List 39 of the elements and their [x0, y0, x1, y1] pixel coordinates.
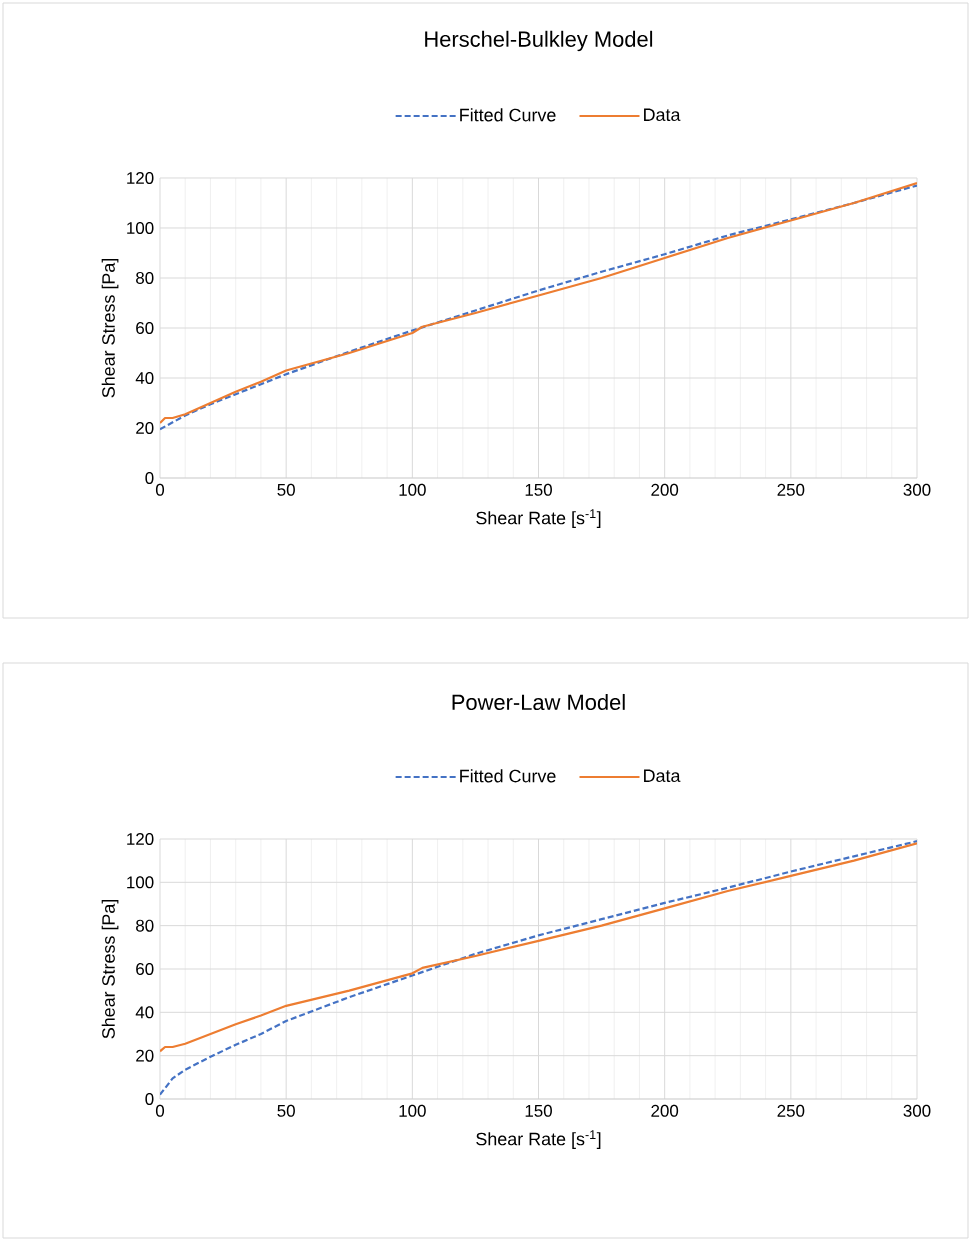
- x-tick-label: 50: [277, 1104, 295, 1117]
- y-tick-label: 120: [127, 832, 154, 845]
- legend-label: Data: [644, 108, 681, 122]
- y-tick-label: 100: [127, 876, 154, 889]
- x-tick-label: 0: [155, 483, 165, 496]
- y-tick-label: 80: [136, 271, 154, 284]
- chart-title: Power-Law Model: [452, 693, 625, 711]
- y-tick-label: 0: [145, 471, 154, 484]
- x-tick-label: 150: [525, 483, 552, 496]
- y-tick-label: 20: [136, 1049, 154, 1062]
- x-tick-label: 200: [651, 1104, 679, 1117]
- x-tick-label: 50: [277, 483, 295, 496]
- x-tick-label: 300: [903, 483, 931, 496]
- chart-title: Herschel-Bulkley Model: [425, 30, 653, 52]
- x-tick-label: 250: [777, 1104, 805, 1117]
- x-tick-label: 250: [777, 483, 805, 496]
- line-series: [160, 840, 917, 1096]
- x-tick-label: 200: [651, 483, 679, 496]
- y-tick-label: 40: [135, 371, 154, 384]
- y-tick-label: 40: [135, 1006, 154, 1019]
- legend-label: Fitted Curve: [460, 108, 556, 122]
- x-axis-title: Shear Rate [s$^{-1}$]: [476, 509, 601, 528]
- y-axis-title: Shear Stress [Pa]: [101, 259, 119, 398]
- x-tick-label: 100: [399, 483, 426, 496]
- y-tick-label: 20: [136, 421, 154, 434]
- y-tick-label: 60: [136, 321, 154, 334]
- y-axis-title: Shear Stress [Pa]: [101, 900, 119, 1039]
- y-tick-label: 100: [127, 221, 154, 234]
- x-tick-label: 100: [399, 1104, 426, 1117]
- x-axis-title: Shear Rate [s$^{-1}$]: [476, 1130, 601, 1149]
- legend-label: Fitted Curve: [460, 769, 556, 783]
- y-tick-label: 0: [145, 1092, 154, 1105]
- x-tick-label: 0: [155, 1104, 165, 1117]
- x-tick-label: 300: [903, 1104, 931, 1117]
- y-tick-label: 120: [127, 171, 154, 184]
- y-tick-label: 60: [136, 962, 154, 975]
- x-tick-label: 150: [525, 1104, 552, 1117]
- legend-label: Data: [644, 769, 681, 783]
- y-tick-label: 80: [136, 919, 154, 932]
